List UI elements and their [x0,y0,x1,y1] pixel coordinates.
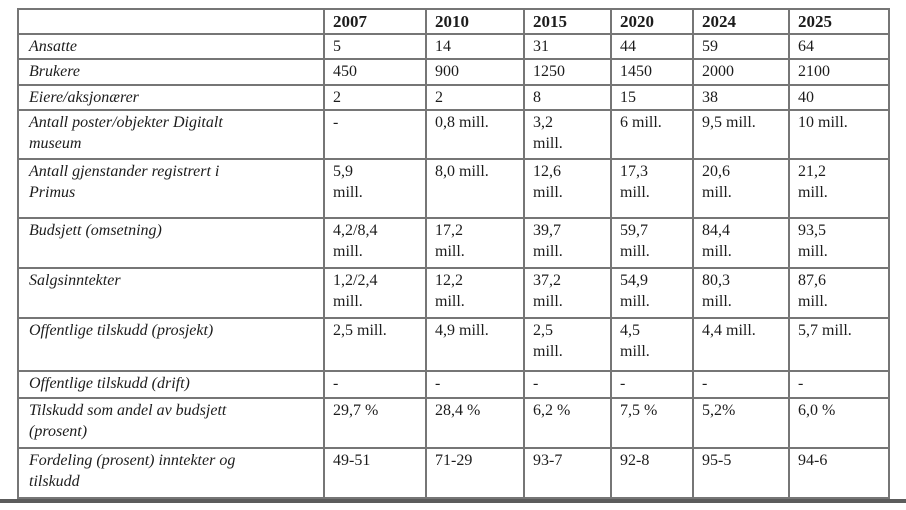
table-cell: 20,6 mill. [692,158,790,219]
table-cell: 31 [523,33,612,60]
table-cell: 0,8 mill. [425,109,525,160]
table-cell: 4,2/8,4 mill. [323,217,427,269]
table-cell: 1250 [523,58,612,86]
table-cell: - [523,370,612,399]
row-label: Antall gjenstander registrert i Primus [17,158,325,219]
table-cell: 2000 [692,58,790,86]
header-empty-cell [17,8,325,35]
row-label: Brukere [17,58,325,86]
table-cell: 2100 [788,58,890,86]
statistics-table: 2007 2010 2015 2020 2024 2025 Ansatte 5 … [17,8,890,499]
table-row-eiere: Eiere/aksjonærer 2 2 8 15 38 40 [17,84,890,111]
table-cell: 2 [323,84,427,111]
table-cell: 450 [323,58,427,86]
year-header-2007: 2007 [323,8,427,35]
table-cell: 38 [692,84,790,111]
table-cell: 93,5 mill. [788,217,890,269]
table-cell: - [692,370,790,399]
table-cell: 59 [692,33,790,60]
table-cell: - [610,370,694,399]
table-cell: 6 mill. [610,109,694,160]
table-cell: 2,5 mill. [523,317,612,372]
year-header-2025: 2025 [788,8,890,35]
table-cell: 93-7 [523,447,612,499]
table-cell: 6,2 % [523,397,612,449]
table-cell: 4,4 mill. [692,317,790,372]
table-row-budsjett: Budsjett (omsetning) 4,2/8,4 mill. 17,2 … [17,217,890,269]
table-row-primus: Antall gjenstander registrert i Primus 5… [17,158,890,219]
table-cell: 4,9 mill. [425,317,525,372]
table-cell: 12,6 mill. [523,158,612,219]
row-label: Offentlige tilskudd (prosjekt) [17,317,325,372]
table-cell: 40 [788,84,890,111]
table-cell: 71-29 [425,447,525,499]
table-cell: 6,0 % [788,397,890,449]
row-label: Fordeling (prosent) inntekter og tilskud… [17,447,325,499]
table-row-salgsinntekter: Salgsinntekter 1,2/2,4 mill. 12,2 mill. … [17,267,890,319]
row-label: Budsjett (omsetning) [17,217,325,269]
table-cell: 87,6 mill. [788,267,890,319]
table-cell: 94-6 [788,447,890,499]
table-row-ansatte: Ansatte 5 14 31 44 59 64 [17,33,890,60]
row-label: Offentlige tilskudd (drift) [17,370,325,399]
table-cell: 8 [523,84,612,111]
table-cell: 49-51 [323,447,427,499]
table-cell: 5,9 mill. [323,158,427,219]
table-cell: 17,3 mill. [610,158,694,219]
table-cell: 64 [788,33,890,60]
table-cell: - [323,109,427,160]
row-label: Ansatte [17,33,325,60]
row-label: Antall poster/objekter Digitalt museum [17,109,325,160]
table-cell: 84,4 mill. [692,217,790,269]
row-label: Salgsinntekter [17,267,325,319]
table-cell: 92-8 [610,447,694,499]
table-cell: 2 [425,84,525,111]
table-cell: 37,2 mill. [523,267,612,319]
table-cell: 12,2 mill. [425,267,525,319]
table-cell: 28,4 % [425,397,525,449]
year-header-2010: 2010 [425,8,525,35]
table-cell: 10 mill. [788,109,890,160]
table-cell: 59,7 mill. [610,217,694,269]
table-cell: 80,3 mill. [692,267,790,319]
table-cell: 2,5 mill. [323,317,427,372]
table-cell: 17,2 mill. [425,217,525,269]
year-header-2024: 2024 [692,8,790,35]
table-cell: 1450 [610,58,694,86]
table-row-fordeling: Fordeling (prosent) inntekter og tilskud… [17,447,890,499]
table-cell: 900 [425,58,525,86]
bottom-horizontal-rule [0,499,906,503]
table-cell: - [323,370,427,399]
year-header-2020: 2020 [610,8,694,35]
table-cell: 95-5 [692,447,790,499]
table-cell: - [425,370,525,399]
table-cell: 1,2/2,4 mill. [323,267,427,319]
row-label: Tilskudd som andel av budsjett (prosent) [17,397,325,449]
table-cell: 39,7 mill. [523,217,612,269]
table-cell: 8,0 mill. [425,158,525,219]
year-header-2015: 2015 [523,8,612,35]
table-cell: 21,2 mill. [788,158,890,219]
table-cell: 29,7 % [323,397,427,449]
table-row-brukere: Brukere 450 900 1250 1450 2000 2100 [17,58,890,86]
table-cell: 15 [610,84,694,111]
table-cell: 54,9 mill. [610,267,694,319]
table-cell: 4,5 mill. [610,317,694,372]
table-row-digitalt-museum: Antall poster/objekter Digitalt museum -… [17,109,890,160]
table-cell: 9,5 mill. [692,109,790,160]
table-cell: 5,2% [692,397,790,449]
table-cell: 3,2 mill. [523,109,612,160]
table-cell: 5,7 mill. [788,317,890,372]
table-cell: 44 [610,33,694,60]
row-label: Eiere/aksjonærer [17,84,325,111]
table-cell: - [788,370,890,399]
table-header-row: 2007 2010 2015 2020 2024 2025 [17,8,890,35]
table-cell: 14 [425,33,525,60]
table-row-tilskudd-andel: Tilskudd som andel av budsjett (prosent)… [17,397,890,449]
table-cell: 7,5 % [610,397,694,449]
table-row-tilskudd-drift: Offentlige tilskudd (drift) - - - - - - [17,370,890,399]
table-cell: 5 [323,33,427,60]
table-row-tilskudd-prosjekt: Offentlige tilskudd (prosjekt) 2,5 mill.… [17,317,890,372]
